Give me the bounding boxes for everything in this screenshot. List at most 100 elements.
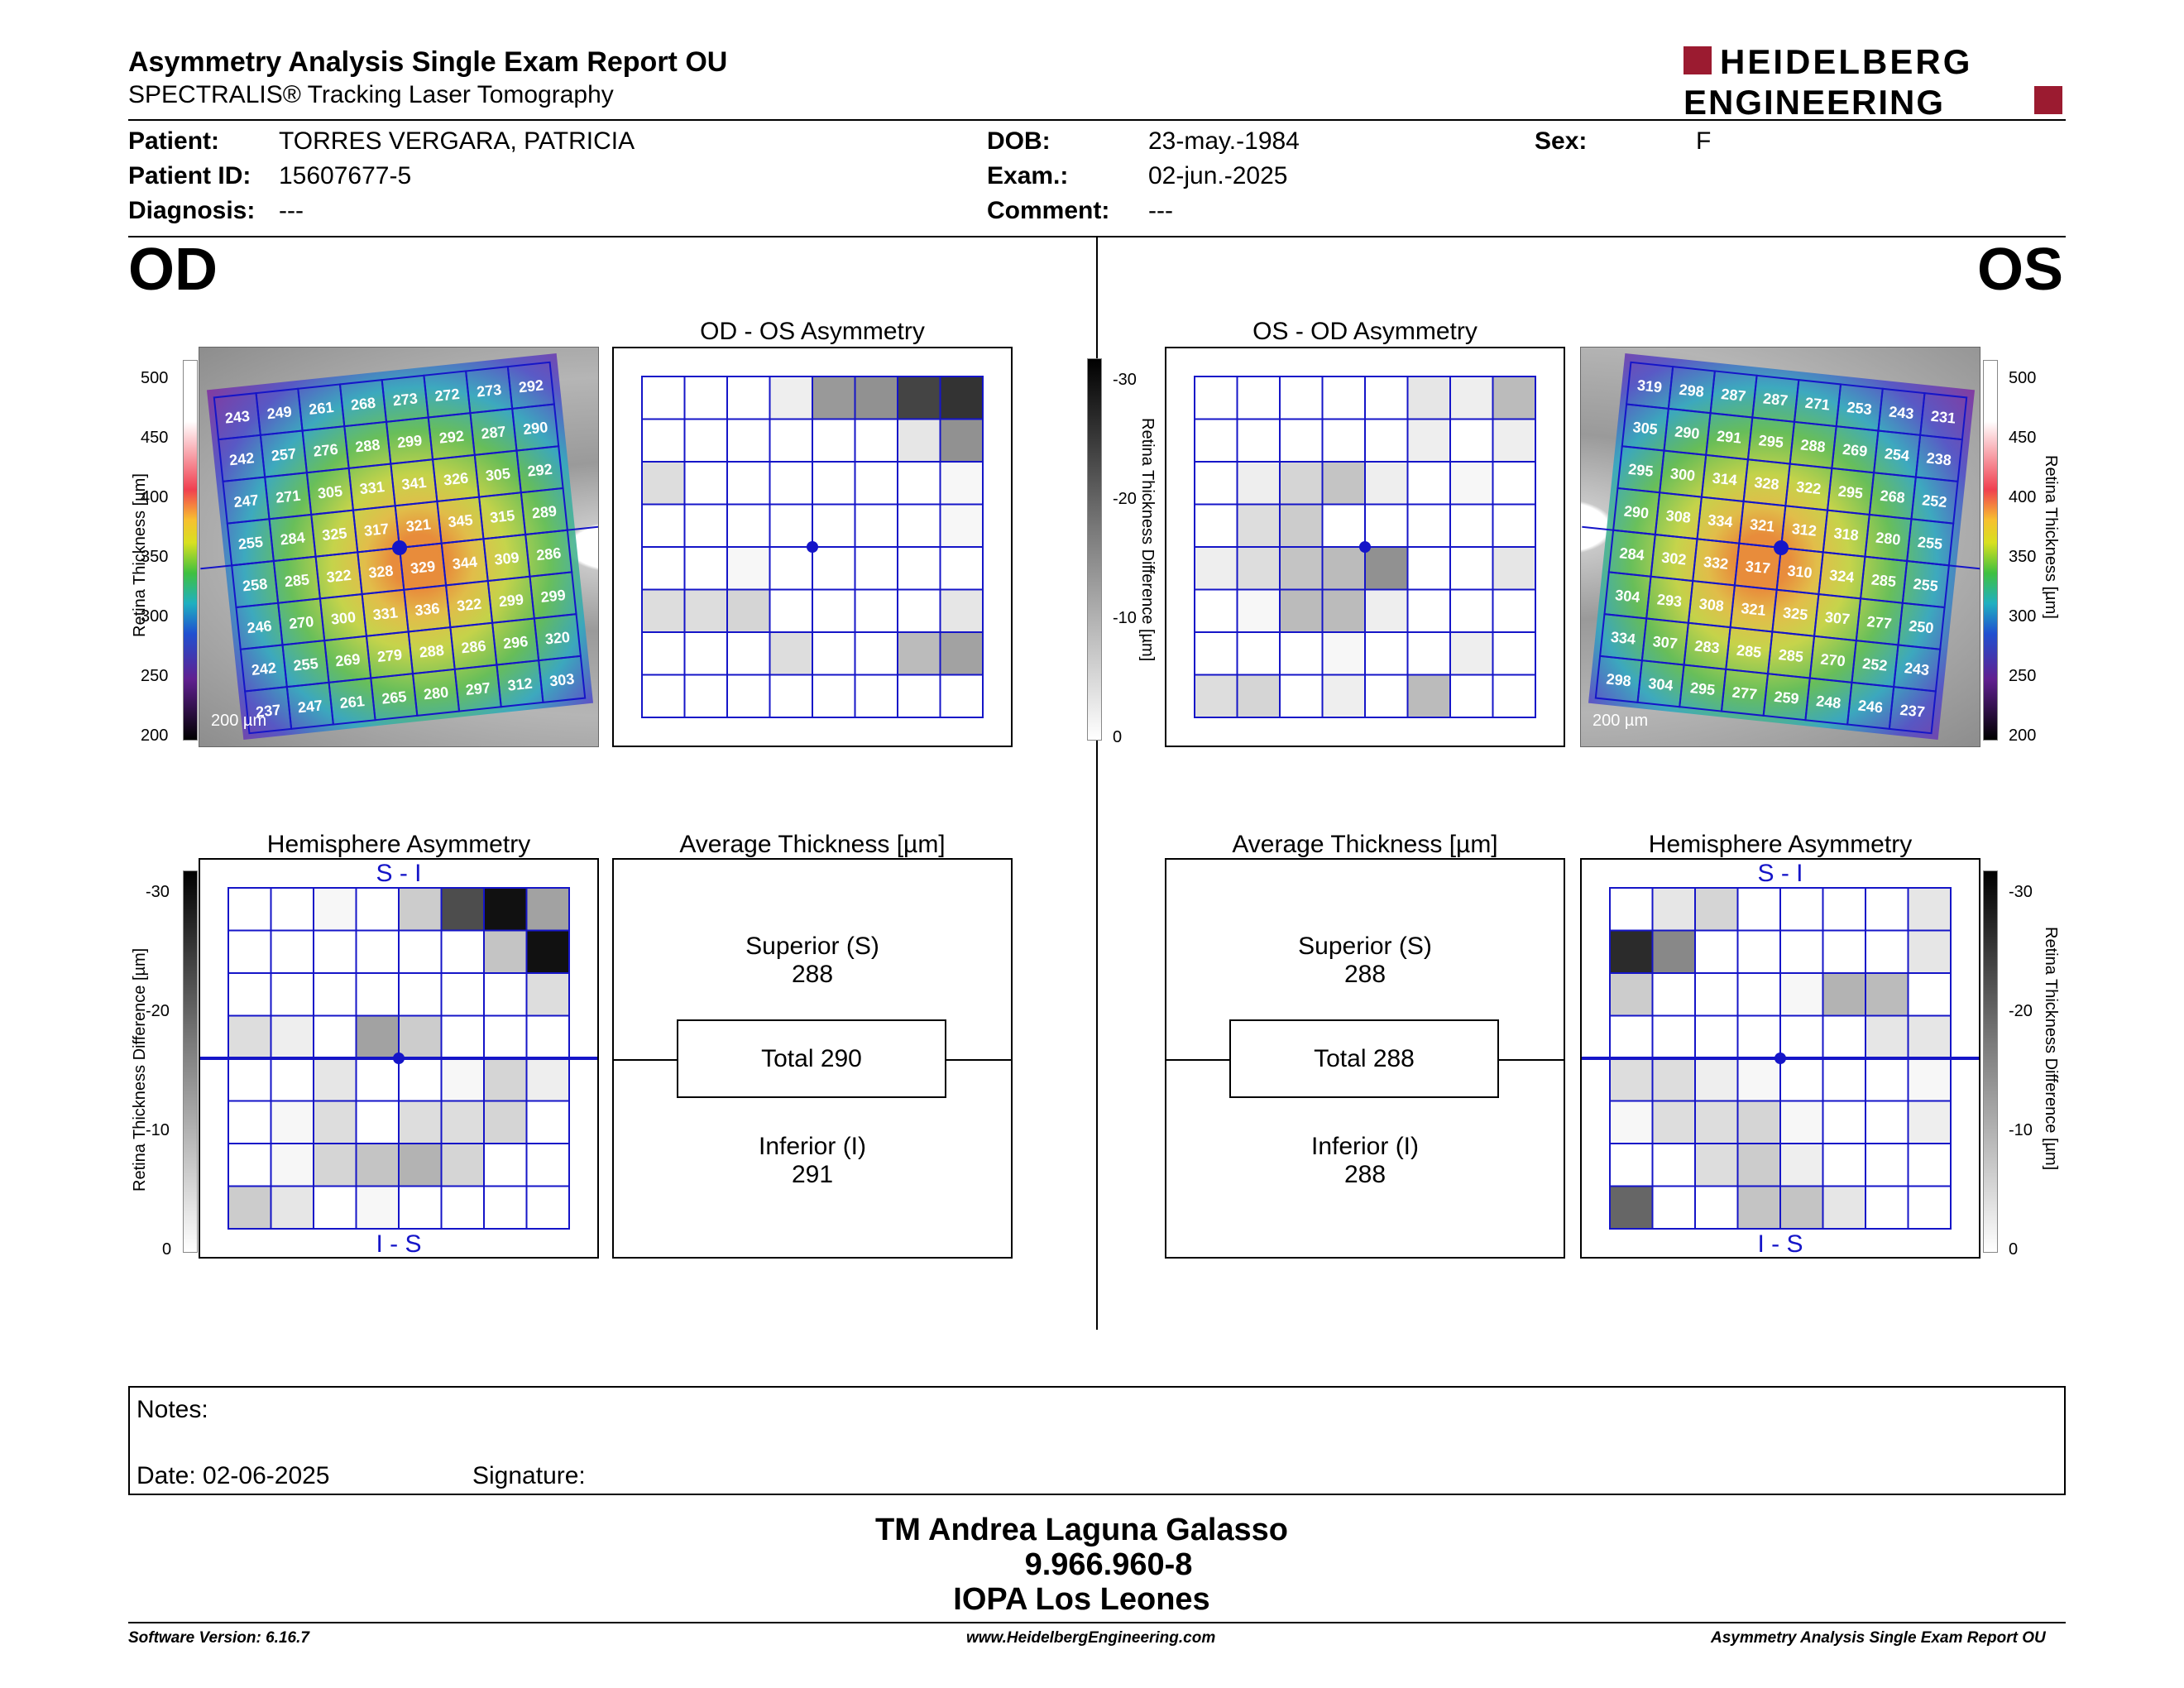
os-hemi-cell-r3-c1 [1651,1014,1696,1059]
notes-box[interactable]: Notes: Date: 02-06-2025 Signature: [128,1386,2066,1495]
od-hemi-cell-r2-c2 [313,972,357,1017]
od-hemi-tick-0: 0 [162,1240,172,1259]
os-thickness-value-r3-c6: 280 [1875,529,1901,548]
od-asym-cell-r4-c3 [769,546,813,591]
od-asym-cell-r1-c7 [939,418,984,463]
od-thickness-value-r0-c7: 292 [518,376,544,396]
os-thickness-value-r0-c1: 298 [1679,381,1705,400]
od-thickness-value-r3-c4: 321 [405,516,432,535]
od-tick-400: 400 [141,488,169,506]
os-thickness-value-r3-c4: 312 [1791,520,1818,539]
od-thickness-value-r4-c1: 285 [284,571,310,590]
signature-block: TM Andrea Laguna Galasso 9.966.960-8 IOP… [0,1513,2184,1617]
os-hemi-cell-r4-c6 [1865,1057,1909,1102]
od-asym-cell-r4-c1 [683,546,728,591]
od-hemi-bottom-marker: I - S [376,1230,421,1257]
header-rule [128,119,2066,121]
od-thickness-value-r5-c1: 270 [288,613,314,632]
od-asym-cell-r4-c5 [854,546,898,591]
od-asym-cell-r3-c5 [854,503,898,548]
os-hemi-cell-r1-c6 [1865,929,1909,974]
sex-label: Sex: [1535,127,1588,155]
center-diff-colorbar [1087,358,1102,741]
os-hemi-cell-r4-c1 [1651,1057,1696,1102]
od-thickness-axis-label: Retina Thickness [µm] [131,473,149,637]
od-asym-cell-r3-c0 [641,503,686,548]
os-asym-cell-r1-c7 [1492,418,1536,463]
od-asym-fovea-dot [807,541,818,553]
od-hemi-cell-r7-c6 [483,1185,528,1230]
od-thickness-value-r7-c4: 280 [423,683,449,703]
os-thickness-value-r7-c5: 248 [1815,693,1842,712]
os-asym-cell-r6-c0 [1194,631,1238,676]
od-asym-cell-r7-c5 [854,674,898,718]
website-link[interactable]: www.HeidelbergEngineering.com [966,1629,1216,1647]
od-thickness-value-r7-c7: 303 [548,670,575,689]
od-hemi-cell-r1-c5 [440,929,485,974]
od-hemi-cell-r0-c7 [525,887,570,932]
os-hemi-cell-r3-c7 [1907,1014,1952,1059]
od-thickness-value-r5-c2: 300 [330,609,357,628]
od-hemi-cell-r4-c4 [398,1057,443,1102]
os-tick-200: 200 [2009,727,2037,745]
od-thickness-value-r3-c7: 289 [531,502,558,521]
os-hemi-cell-r4-c2 [1694,1057,1739,1102]
os-hemi-cell-r2-c7 [1907,972,1952,1017]
od-asym-cell-r2-c4 [812,461,856,506]
center-diff-tick-20: -20 [1113,490,1137,508]
os-asym-cell-r2-c6 [1449,461,1494,506]
os-thickness-value-r2-c5: 295 [1837,482,1864,501]
os-asym-cell-r7-c1 [1236,674,1281,718]
diagnosis-value: --- [279,197,304,224]
od-thickness-value-r2-c4: 341 [400,474,427,493]
od-thickness-value-r0-c2: 261 [308,399,334,418]
os-hemi-title: Hemisphere Asymmetry [1648,831,1913,858]
os-hemi-cell-r7-c4 [1779,1185,1824,1230]
od-thickness-value-r3-c1: 284 [280,529,306,548]
os-hemi-cell-r1-c2 [1694,929,1739,974]
os-asym-cell-r5-c5 [1406,588,1451,633]
od-tick-500: 500 [141,369,169,387]
os-asym-cell-r2-c4 [1364,461,1409,506]
os-thickness-value-r6-c2: 283 [1694,637,1721,656]
od-hemi-cell-r6-c2 [313,1143,357,1187]
footer-rule [128,1622,2066,1623]
os-hemi-cell-r1-c0 [1609,929,1654,974]
os-thickness-value-r1-c5: 269 [1842,441,1868,460]
os-thickness-colorbar [1983,360,1998,741]
os-thickness-value-r4-c7: 255 [1913,575,1939,594]
notes-label: Notes: [136,1396,208,1423]
od-hemi-cell-r1-c6 [483,929,528,974]
od-hemi-cell-r7-c1 [270,1185,314,1230]
od-thickness-value-r5-c6: 299 [498,591,524,610]
os-asym-cell-r2-c1 [1236,461,1281,506]
os-asym-cell-r0-c2 [1279,376,1324,420]
os-thickness-value-r7-c4: 259 [1774,688,1800,707]
os-hemi-cell-r5-c2 [1694,1100,1739,1144]
od-hemi-cell-r2-c4 [398,972,443,1017]
od-thickness-value-r0-c3: 268 [350,395,376,414]
os-thickness-value-r3-c1: 308 [1665,507,1692,526]
od-hemi-cell-r5-c2 [313,1100,357,1144]
os-asym-cell-r0-c0 [1194,376,1238,420]
os-thickness-value-r2-c4: 322 [1795,478,1822,497]
heidelberg-logo: HEIDELBERG ENGINEERING [1684,43,2062,119]
od-hemi-cell-r3-c5 [440,1014,485,1059]
od-hemi-cell-r6-c5 [440,1143,485,1187]
os-hemi-cell-r2-c4 [1779,972,1824,1017]
od-asym-cell-r7-c7 [939,674,984,718]
os-hemi-cell-r0-c6 [1865,887,1909,932]
od-thickness-value-r1-c4: 299 [396,432,423,451]
center-diff-axis-label: Retina Thickness Difference [µm] [1138,418,1157,662]
os-tick-300: 300 [2009,607,2037,626]
os-thickness-value-r6-c3: 285 [1736,642,1762,661]
os-thickness-value-r5-c0: 304 [1614,587,1640,606]
os-asym-cell-r4-c6 [1449,546,1494,591]
report-title: Asymmetry Analysis Single Exam Report OU [128,46,728,78]
center-diff-tick-30: -30 [1113,371,1137,389]
os-thickness-value-r0-c6: 243 [1888,403,1914,422]
od-thickness-cell-r7-c7 [538,655,587,703]
os-asym-cell-r6-c3 [1321,631,1366,676]
od-asym-cell-r5-c3 [769,588,813,633]
os-hemi-tick-0: 0 [2009,1240,2019,1259]
